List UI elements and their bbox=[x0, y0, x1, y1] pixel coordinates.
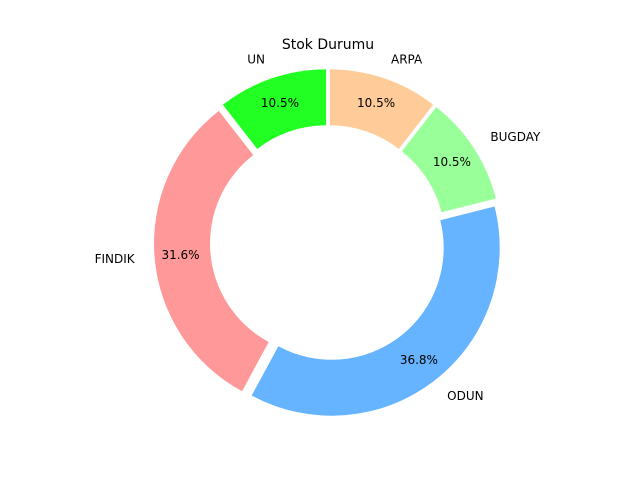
slice-odun bbox=[251, 206, 500, 416]
slice-arpa bbox=[329, 69, 434, 149]
category-label-findik: FINDIK bbox=[95, 252, 136, 266]
category-label-odun: ODUN bbox=[447, 389, 483, 403]
category-label-arpa: ARPA bbox=[391, 53, 423, 67]
slice-bugday bbox=[401, 107, 496, 213]
percent-label-odun: 36.8% bbox=[400, 353, 438, 367]
percent-label-bugday: 10.5% bbox=[433, 155, 471, 169]
slice-findik bbox=[154, 110, 269, 392]
category-label-bugday: BUGDAY bbox=[490, 130, 541, 144]
category-label-un: UN bbox=[247, 53, 265, 67]
slice-un bbox=[222, 69, 327, 149]
slices-group bbox=[154, 69, 500, 416]
percent-label-un: 10.5% bbox=[261, 96, 299, 110]
labels-group: 10.5% UN 31.6% FINDIK 36.8% ODUN 10.5% BUGDAY 10… bbox=[95, 53, 541, 404]
chart-title: Stok Durumu bbox=[282, 37, 374, 53]
percent-label-findik: 31.6% bbox=[161, 248, 199, 262]
percent-label-arpa: 10.5% bbox=[357, 96, 395, 110]
